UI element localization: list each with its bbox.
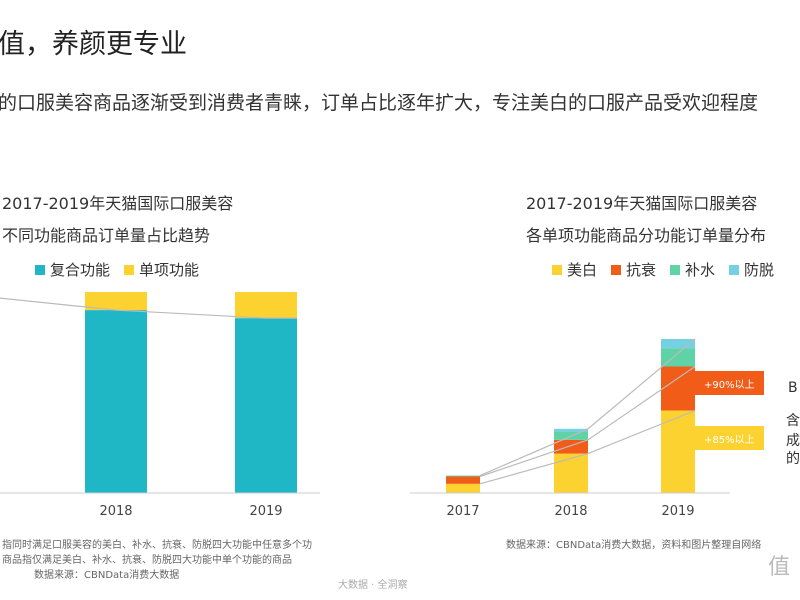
- legend-label-hydrating: 补水: [685, 261, 716, 279]
- legend-swatch-single: [124, 264, 135, 275]
- bar-2017-series-0: [446, 483, 480, 493]
- left-note-line2: 商品指仅满足美白、补水、抗衰、防脱四大功能中单个功能的商品: [2, 555, 292, 566]
- left-chart-title-line1: 2017-2019年天猫国际口服美容: [2, 194, 234, 213]
- legend-item-antiaging: 抗衰: [611, 259, 656, 280]
- right-chart-legend: 美白 抗衰 补水 防脱: [552, 259, 788, 280]
- bar-2018-series-3: [554, 428, 588, 432]
- legend-swatch-whitening: [552, 264, 562, 275]
- growth-line-series-0: [479, 409, 696, 485]
- bar-2018-series-0: [85, 310, 147, 493]
- left-chart-source: 数据来源：CBNData消费大数据: [34, 570, 180, 581]
- growth-line-series-3: [479, 338, 696, 477]
- bar-2019-series-0: [235, 318, 297, 493]
- legend-label-whitening: 美白: [567, 261, 598, 279]
- legend-item-compound: 复合功能: [35, 259, 110, 280]
- x-tick-label-2018: 2018: [99, 504, 132, 519]
- headline: 值，养颜更专业: [0, 29, 187, 60]
- left-chart-title-line2: 不同功能商品订单量占比趋势: [2, 226, 211, 245]
- bar-2018-series-1: [85, 292, 147, 311]
- footer-watermark: 大数据 · 全洞察: [338, 580, 408, 591]
- legend-item-single: 单项功能: [124, 259, 199, 280]
- bar-2017-series-2: [446, 475, 480, 477]
- corner-watermark: 值: [768, 555, 791, 580]
- x-tick-label-2017: 2017: [446, 504, 479, 519]
- x-tick-label-2018: 2018: [554, 504, 587, 519]
- side-text-2: 含: [786, 413, 800, 429]
- legend-label-compound: 复合功能: [50, 261, 111, 279]
- legend-item-hydrating: 补水: [670, 259, 715, 280]
- left-note-line1: 指同时满足口服美容的美白、补水、抗衰、防脱四大功能中任意多个功: [2, 540, 312, 551]
- right-chart-source: 数据来源：CBNData消费大数据，资料和图片整理自网络: [506, 540, 762, 551]
- legend-item-antihairloss: 防脱: [729, 259, 774, 280]
- bar-2019-series-2: [661, 348, 695, 367]
- legend-item-whitening: 美白: [552, 259, 597, 280]
- legend-swatch-hydrating: [670, 264, 681, 275]
- x-tick-label-2019: 2019: [661, 504, 694, 519]
- legend-swatch-antiaging: [611, 264, 622, 275]
- right-chart-title-line2: 各单项功能商品分功能订单量分布: [526, 226, 767, 245]
- right-chart-title-line1: 2017-2019年天猫国际口服美容: [526, 194, 758, 213]
- side-text-1: B: [788, 380, 798, 396]
- side-text-4: 的: [786, 451, 800, 467]
- bar-2018-series-0: [554, 453, 588, 493]
- subline: 的口服美容商品逐渐受到消费者青睐，订单占比逐年扩大，专注美白的口服产品受欢迎程度: [0, 92, 759, 114]
- legend-swatch-antihairloss: [729, 264, 740, 275]
- tag-plus-90: +90%以上: [690, 371, 764, 395]
- bar-2019-series-0: [661, 410, 695, 493]
- bar-2017-series-1: [446, 476, 480, 484]
- bar-2019-series-3: [661, 339, 695, 349]
- bar-2019-series-1: [661, 366, 695, 411]
- tag-plus-85: +85%以上: [690, 426, 764, 450]
- left-chart-legend: 复合功能 单项功能: [35, 259, 213, 280]
- side-text-3: 成: [786, 433, 800, 449]
- legend-label-single: 单项功能: [139, 261, 200, 279]
- growth-line-series-1: [479, 366, 696, 478]
- compound-trend-line: [0, 297, 297, 319]
- legend-label-antiaging: 抗衰: [626, 261, 657, 279]
- legend-swatch-compound: [35, 264, 45, 275]
- x-tick-label-2019: 2019: [249, 504, 282, 519]
- bar-2019-series-1: [235, 292, 297, 319]
- legend-label-antihairloss: 防脱: [744, 261, 775, 279]
